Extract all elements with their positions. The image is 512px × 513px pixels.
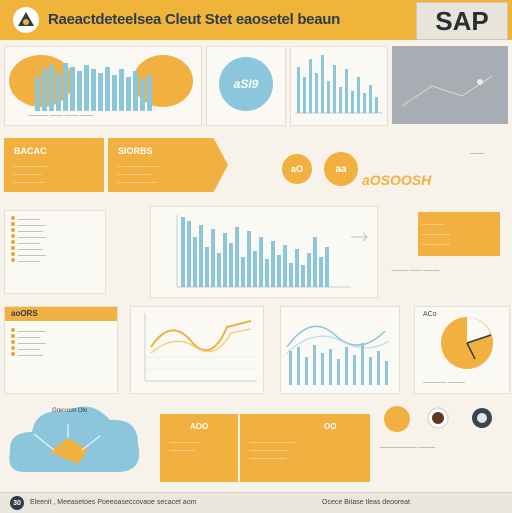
panel-bar-chart bbox=[290, 46, 388, 126]
globe-icon bbox=[472, 408, 492, 428]
list-item: ________ bbox=[11, 345, 46, 351]
right-line: ________ bbox=[422, 220, 445, 226]
coffee-icon bbox=[427, 407, 449, 429]
panel-pie: ACo _______ _____ bbox=[414, 306, 510, 394]
footer-text-right: Ocece Bitase tleas deooreat bbox=[322, 499, 410, 506]
mountain-chart bbox=[286, 325, 390, 385]
footer-badge-label: 30 bbox=[13, 499, 21, 507]
stat-circle-1: aO bbox=[282, 154, 312, 184]
stat-circle-1-label: aO bbox=[290, 164, 303, 174]
panel-caption: ______ ____ ____ ____ bbox=[28, 110, 94, 116]
list-2-header: aoORS bbox=[5, 307, 117, 321]
panel-list: ________ __________ _________ __________… bbox=[4, 210, 106, 294]
list-items: ________ __________ _________ __________… bbox=[11, 215, 46, 263]
map-graphic bbox=[392, 46, 508, 124]
cloud-caption: Grecocm Olo bbox=[52, 408, 88, 414]
card-right: OO ________________ ______________ _____… bbox=[240, 414, 370, 482]
icon-caption: ___________ _____ bbox=[380, 442, 436, 448]
pie-label: ACo bbox=[423, 311, 437, 318]
pie-chart bbox=[441, 317, 493, 369]
page-title: Raeactdeteelsea Cleut Stet eaosetel beau… bbox=[48, 11, 340, 28]
panel-area-chart bbox=[4, 46, 202, 126]
line-chart bbox=[144, 313, 257, 382]
main-bar-chart bbox=[176, 215, 369, 288]
list-item: _________ bbox=[11, 245, 46, 251]
panel-line-chart bbox=[130, 306, 264, 394]
list-item: __________ bbox=[11, 339, 46, 345]
area-chart bbox=[9, 55, 193, 111]
kpi-value: aSI9 bbox=[233, 77, 259, 91]
panel-kpi: aSI9 bbox=[206, 46, 286, 126]
banner-right bbox=[418, 212, 500, 256]
right-line: __________ bbox=[422, 230, 450, 236]
list-item: ________ bbox=[11, 239, 46, 245]
list-item: __________ bbox=[11, 233, 46, 239]
stat-circle-2: aa bbox=[324, 152, 358, 186]
panel-right-lines: ________ __________ __________ ______ __… bbox=[392, 212, 502, 292]
list-item: ________ bbox=[11, 257, 46, 263]
panel-main-bar-chart bbox=[150, 206, 378, 298]
panel-list-2: aoORS __________ ________ __________ ___… bbox=[4, 306, 118, 394]
brand-badge[interactable]: SAP bbox=[416, 2, 508, 40]
list-item: __________ bbox=[11, 221, 46, 227]
logo-icon[interactable] bbox=[12, 6, 40, 34]
list-item: __________ bbox=[11, 327, 46, 333]
banner-mid: SIORBS _______________ ____________ ____… bbox=[108, 138, 228, 192]
footer-text-left: Eleenit , Meeasetoes Poeeoaseccovaoe sec… bbox=[30, 499, 197, 506]
list-2-title: aoORS bbox=[11, 309, 38, 318]
card-left: AOO ___________ _________ bbox=[160, 414, 238, 482]
list-item: ________ bbox=[11, 333, 46, 339]
brand-logo-text: SAP bbox=[435, 5, 489, 36]
footer-bar bbox=[0, 492, 512, 513]
mini-legend: ____ bbox=[470, 148, 484, 154]
list-2-items: __________ ________ __________ ________ … bbox=[11, 327, 46, 357]
list-item: _________ bbox=[11, 227, 46, 233]
list-item: ________ bbox=[11, 215, 46, 221]
panel-icons: ___________ _____ bbox=[380, 400, 508, 480]
pie-caption: _______ _____ bbox=[423, 377, 465, 383]
right-line: __________ bbox=[422, 240, 450, 246]
footer-badge: 30 bbox=[10, 496, 24, 510]
right-footnote: ______ ____ ______ bbox=[392, 266, 440, 272]
card-left-title: AOO bbox=[190, 422, 209, 431]
list-item: _________ bbox=[11, 351, 46, 357]
stat-circle-2-label: aa bbox=[335, 163, 347, 175]
banner-left: BACAC ____________ __________ __________… bbox=[4, 138, 104, 192]
panel-map bbox=[392, 46, 508, 124]
kpi-circle: aSI9 bbox=[219, 57, 273, 111]
list-item: __________ bbox=[11, 251, 46, 257]
script-heading: aOSOOSH bbox=[362, 172, 432, 188]
cloud-graphic bbox=[9, 406, 140, 472]
banner-mid-title: SIORBS bbox=[118, 146, 153, 156]
panel-cloud: Grecocm Olo bbox=[4, 392, 146, 484]
banner-left-title: BACAC bbox=[14, 146, 47, 156]
card-right-title: OO bbox=[324, 422, 337, 431]
bar-chart bbox=[295, 55, 383, 114]
panel-mountain-chart bbox=[280, 306, 400, 394]
gold-circle-icon bbox=[384, 406, 410, 432]
